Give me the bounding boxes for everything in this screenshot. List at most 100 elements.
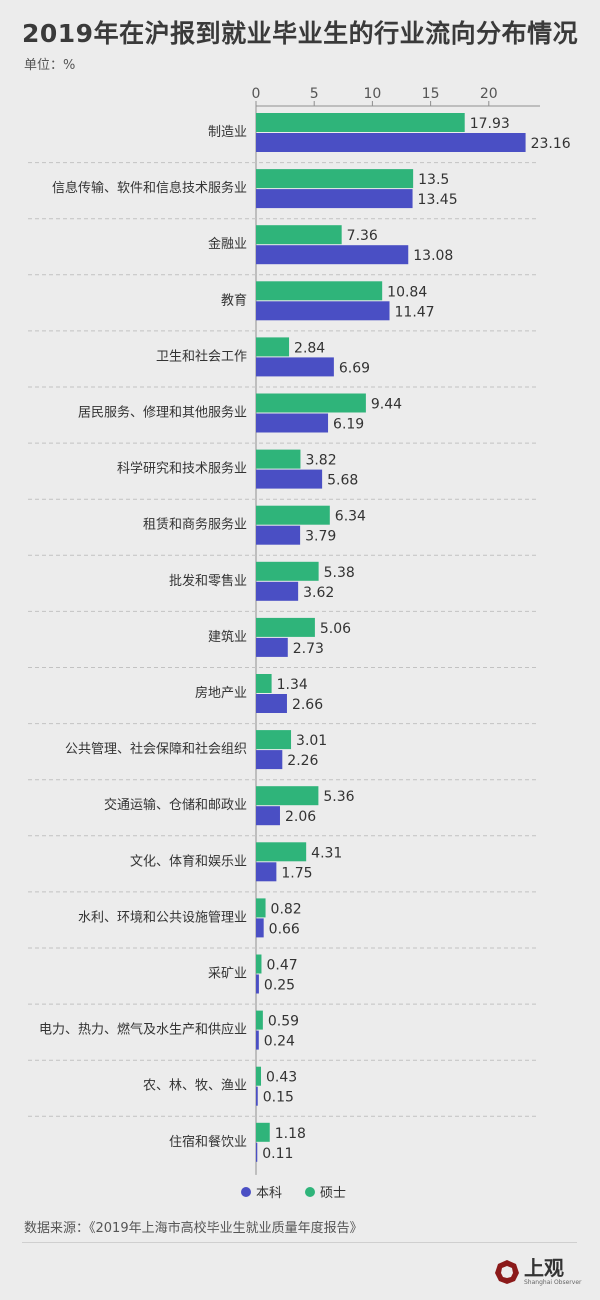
bar-bachelor [256, 974, 259, 994]
category-label: 居民服务、修理和其他服务业 [78, 405, 247, 421]
data-label-master: 7.36 [347, 228, 378, 244]
category-label: 文化、体育和娱乐业 [130, 853, 247, 869]
bar-bachelor [256, 245, 409, 265]
category-label: 房地产业 [195, 685, 247, 701]
data-label-master: 1.18 [275, 1126, 306, 1142]
data-label-bachelor: 2.06 [285, 809, 316, 825]
data-label-bachelor: 3.79 [305, 529, 336, 545]
data-label-bachelor: 2.66 [292, 697, 323, 713]
bar-bachelor [256, 525, 301, 545]
logo-subtext: Shanghai Observer [524, 1279, 582, 1286]
bar-bachelor [256, 581, 299, 601]
data-label-master: 0.82 [271, 901, 302, 917]
data-label-master: 2.84 [294, 340, 325, 356]
category-label: 卫生和社会工作 [156, 348, 247, 364]
category-label: 批发和零售业 [169, 573, 247, 589]
bar-master [256, 842, 307, 862]
data-label-bachelor: 1.75 [281, 865, 312, 881]
data-label-master: 4.31 [311, 845, 342, 861]
bar-bachelor [256, 694, 287, 713]
data-label-master: 9.44 [371, 397, 402, 413]
data-label-bachelor: 2.26 [287, 753, 318, 769]
bar-bachelor [256, 637, 288, 657]
bar-master [256, 505, 330, 525]
bar-master [256, 281, 383, 301]
x-tick-label: 5 [310, 86, 319, 102]
publisher-logo: 上观 Shanghai Observer [494, 1252, 582, 1292]
bar-master [256, 169, 414, 189]
bar-bachelor [256, 301, 390, 321]
bar-bachelor [256, 750, 283, 770]
bar-master [256, 393, 366, 413]
category-label: 信息传输、软件和信息技术服务业 [52, 180, 247, 196]
bar-master [256, 449, 301, 469]
bar-master [256, 1066, 262, 1086]
category-label: 科学研究和技术服务业 [117, 461, 247, 477]
bar-master [256, 674, 272, 693]
bar-bachelor [256, 413, 329, 433]
data-label-master: 10.84 [387, 284, 427, 300]
category-label: 电力、热力、燃气及水生产和供应业 [39, 1022, 247, 1038]
bar-master [256, 337, 290, 357]
bar-bachelor [256, 806, 280, 826]
bar-bachelor [256, 1030, 259, 1050]
logo-mark-icon [495, 1260, 519, 1284]
bar-bachelor [256, 1086, 258, 1106]
chart-title: 2019年在沪报到就业毕业生的行业流向分布情况 [22, 19, 579, 48]
bar-bachelor [256, 1142, 258, 1162]
data-label-bachelor: 0.24 [264, 1034, 295, 1050]
category-label: 水利、环境和公共设施管理业 [78, 910, 247, 925]
bar-master [256, 113, 465, 132]
data-label-master: 5.38 [324, 565, 355, 581]
bar-bachelor [256, 862, 277, 882]
data-label-bachelor: 0.66 [269, 921, 300, 937]
source-note: 数据来源：《2019年上海市高校毕业生就业质量年度报告》 [24, 1221, 363, 1236]
category-label: 农、林、牧、渔业 [143, 1079, 247, 1094]
bar-master [256, 898, 266, 918]
data-label-bachelor: 5.68 [327, 473, 358, 489]
bar-master [256, 561, 319, 581]
bar-master [256, 1122, 270, 1142]
data-label-master: 5.36 [323, 789, 354, 805]
x-tick-label: 10 [363, 86, 381, 102]
bar-master [256, 730, 292, 750]
category-label: 公共管理、社会保障和社会组织 [65, 741, 247, 757]
bar-master [256, 1010, 263, 1030]
legend-marker [305, 1187, 315, 1197]
data-label-master: 0.59 [268, 1014, 299, 1030]
legend-label: 本科 [256, 1186, 282, 1201]
category-label: 租赁和商务服务业 [143, 517, 247, 533]
data-label-bachelor: 6.19 [333, 417, 364, 433]
category-label: 金融业 [208, 236, 247, 252]
data-label-master: 6.34 [335, 509, 366, 525]
data-label-bachelor: 6.69 [339, 360, 370, 376]
data-label-master: 0.47 [266, 958, 297, 974]
x-tick-label: 0 [252, 86, 261, 102]
bar-bachelor [256, 918, 264, 938]
data-label-master: 3.01 [296, 733, 327, 749]
bar-master [256, 617, 315, 637]
bar-bachelor [256, 189, 413, 209]
category-label: 建筑业 [208, 629, 247, 645]
category-label: 教育 [221, 292, 247, 308]
data-label-master: 1.34 [277, 677, 308, 693]
category-label: 交通运输、仓储和邮政业 [104, 797, 247, 813]
category-label: 采矿业 [208, 967, 247, 982]
data-label-bachelor: 0.11 [262, 1146, 293, 1162]
legend-marker [241, 1187, 251, 1197]
x-tick-label: 15 [422, 86, 440, 102]
data-label-bachelor: 11.47 [395, 304, 435, 320]
bar-master [256, 225, 342, 245]
bar-bachelor [256, 357, 334, 377]
data-label-master: 5.06 [320, 621, 351, 637]
data-label-master: 0.43 [266, 1070, 297, 1086]
data-label-master: 17.93 [470, 116, 510, 132]
data-label-bachelor: 0.25 [264, 978, 295, 994]
category-label: 住宿和餐饮业 [169, 1134, 247, 1150]
data-label-bachelor: 23.16 [531, 136, 571, 152]
footer-divider [22, 1242, 577, 1243]
bar-bachelor [256, 469, 323, 489]
data-label-master: 3.82 [305, 453, 336, 469]
data-label-bachelor: 13.08 [413, 248, 453, 264]
